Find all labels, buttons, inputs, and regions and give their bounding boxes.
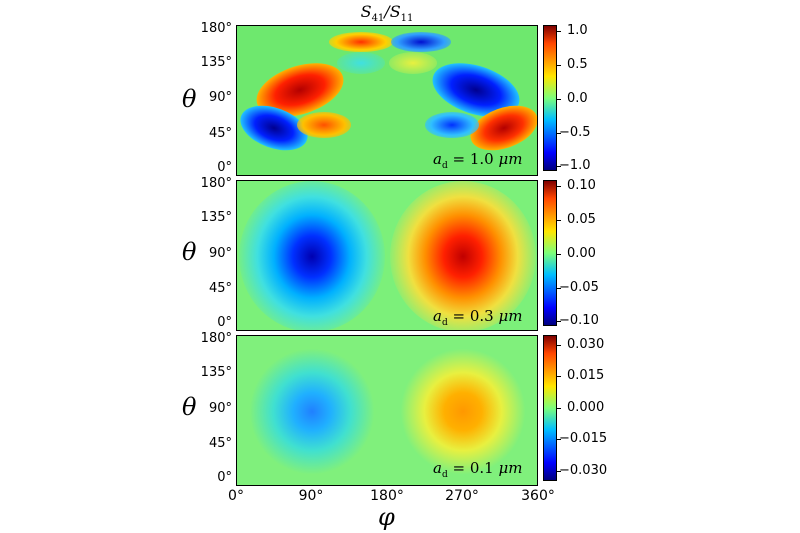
x-axis-label: φ: [378, 503, 395, 531]
panel-3-ytick: 90°: [208, 401, 232, 416]
panel-1-ytick: 0°: [217, 160, 232, 175]
panel-2-cb-tickmark: [557, 186, 561, 187]
panel-1-ytick: 90°: [208, 90, 232, 105]
panel-2-colorbar-tick: 0.10: [567, 178, 596, 193]
panel-2-colorbar-tick: −0.05: [559, 280, 599, 295]
panel-3-cb-tickmark: [557, 408, 561, 409]
panel-2-cb-tickmark: [557, 288, 561, 289]
x-tick: 90°: [298, 488, 324, 504]
panel-3-lobe-orange: [398, 346, 528, 477]
x-tick: 270°: [445, 488, 479, 504]
panel-2-annotation: ad = 0.3 μm: [433, 307, 523, 328]
panel-3-heatmap: ad = 0.1 μm: [236, 335, 538, 486]
x-tick: 180°: [370, 488, 404, 504]
panel-3-lobe-blue: [247, 346, 377, 477]
panel-3-cb-tickmark: [557, 345, 561, 346]
panel-3-ytick: 180°: [200, 331, 232, 346]
x-tick: 0°: [228, 488, 244, 504]
panel-1-colorbar-tick: −0.5: [559, 125, 591, 140]
panel-3-ytick: 45°: [208, 436, 232, 451]
panel-3-ytick: 135°: [200, 365, 232, 380]
panel-1-cb-tickmark: [557, 31, 561, 32]
panel-2-ytick: 135°: [200, 210, 232, 225]
panel-1-cb-tickmark: [557, 99, 561, 100]
panel-3-cb-tickmark: [557, 471, 561, 472]
panel-2-ytick: 45°: [208, 281, 232, 296]
panel-2-cb-tickmark: [557, 254, 561, 255]
panel-1-lobe-blue-top: [391, 32, 451, 52]
panel-3-colorbar-tick: −0.030: [559, 463, 608, 478]
panel-2-ytick: 0°: [217, 315, 232, 330]
panel-2-cb-tickmark: [557, 220, 561, 221]
panel-2-colorbar-tick: 0.00: [567, 246, 596, 261]
panel-1-ytick: 180°: [200, 21, 232, 36]
panel-1-y-axis-label: θ: [182, 85, 197, 113]
panel-1-lobe-orange-top: [329, 32, 393, 52]
panel-3-colorbar-tick: 0.015: [567, 368, 605, 383]
panel-1-cb-tickmark: [557, 166, 561, 167]
panel-2-y-axis-label: θ: [182, 238, 197, 266]
panel-2-colorbar: [543, 180, 557, 326]
panel-3-cb-tickmark: [557, 376, 561, 377]
panel-3-colorbar-tick: 0.030: [567, 337, 605, 352]
panel-2-cb-tickmark: [557, 321, 561, 322]
panel-2-heatmap: ad = 0.3 μm: [236, 180, 538, 331]
panel-1-colorbar-tick: 1.0: [567, 23, 588, 38]
panel-3-annotation: ad = 0.1 μm: [433, 459, 523, 480]
panel-1-lobe-cyan-center: [337, 52, 385, 74]
panel-1-colorbar-tick: 0.5: [567, 57, 588, 72]
panel-2-lobe-red: [390, 181, 536, 330]
panel-1-lobe-orange-mid: [297, 112, 351, 138]
panel-1-ytick: 45°: [208, 126, 232, 141]
panel-3-y-axis-label: θ: [182, 393, 197, 421]
panel-2-ytick: 90°: [208, 246, 232, 261]
panel-3-colorbar: [543, 335, 557, 481]
chart-title: S41/S11: [360, 2, 414, 25]
panel-2-ytick: 180°: [200, 176, 232, 191]
panel-1-annotation: ad = 1.0 μm: [433, 150, 523, 171]
panel-1-cb-tickmark: [557, 133, 561, 134]
panel-1-heatmap: ad = 1.0 μm: [236, 25, 538, 176]
panel-1-lobe-blue-mid: [425, 112, 479, 138]
panel-1-colorbar-tick: −1.0: [559, 158, 591, 173]
panel-1-colorbar-tick: 0.0: [567, 91, 588, 106]
panel-1-lobe-yellow-center: [389, 52, 437, 74]
panel-2-colorbar-tick: 0.05: [567, 212, 596, 227]
panel-3-colorbar-tick: −0.015: [559, 431, 608, 446]
panel-2-lobe-blue: [239, 181, 385, 330]
panel-1-ytick: 135°: [200, 55, 232, 70]
panel-2-colorbar-tick: −0.10: [559, 313, 599, 328]
x-tick: 360°: [521, 488, 555, 504]
panel-3-ytick: 0°: [217, 470, 232, 485]
panel-1-cb-tickmark: [557, 65, 561, 66]
panel-1-colorbar: [543, 25, 557, 171]
panel-3-cb-tickmark: [557, 439, 561, 440]
panel-3-colorbar-tick: 0.000: [567, 400, 605, 415]
